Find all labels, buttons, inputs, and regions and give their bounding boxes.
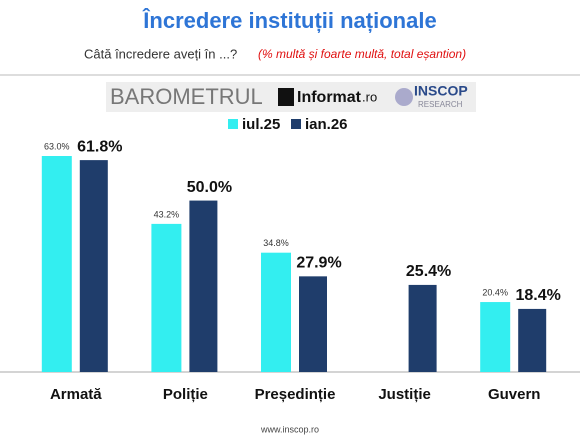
legend-label: iul.25 (242, 116, 280, 133)
logo-inscop: INSCOP (414, 83, 468, 99)
bar (189, 200, 218, 372)
legend-label: ian.26 (305, 116, 348, 133)
bar (299, 276, 327, 372)
x-tick-label: Poliție (163, 386, 208, 403)
bar (518, 308, 547, 372)
subtitle: Câtă încredere aveți în ...? (84, 46, 237, 61)
bar (79, 160, 108, 372)
legend-swatch (291, 119, 301, 129)
data-label: 27.9% (296, 255, 341, 272)
logo-icon (278, 88, 294, 106)
logo-research: RESEARCH (418, 100, 463, 109)
data-label: 25.4% (406, 263, 451, 280)
data-label: 43.2% (154, 209, 180, 219)
x-tick-label: Justiție (378, 386, 431, 403)
logo-ro: .ro (362, 89, 377, 104)
bar (41, 156, 72, 372)
chart-title: Încredere instituții naționale (142, 8, 436, 33)
data-label: 20.4% (482, 287, 508, 297)
data-label: 18.4% (516, 287, 561, 304)
x-tick-label: Armată (50, 386, 102, 403)
data-label: 34.8% (263, 238, 289, 248)
footer: www.inscop.ro (260, 424, 319, 434)
data-label: 50.0% (187, 179, 232, 196)
bar (408, 284, 437, 372)
note: (% multă și foarte multă, total eșantion… (258, 47, 466, 61)
bar (261, 252, 291, 372)
data-label: 63.0% (44, 141, 70, 151)
logo-barometrul: BAROMETRUL (110, 84, 263, 109)
bar (151, 223, 182, 372)
data-label: 61.8% (77, 138, 122, 155)
legend-swatch (228, 119, 238, 129)
bar (480, 302, 511, 372)
x-tick-label: Guvern (488, 386, 541, 403)
x-tick-label: Președinție (255, 386, 336, 403)
logo-informat: Informat (297, 89, 362, 106)
logo-inscop-icon (395, 88, 413, 106)
